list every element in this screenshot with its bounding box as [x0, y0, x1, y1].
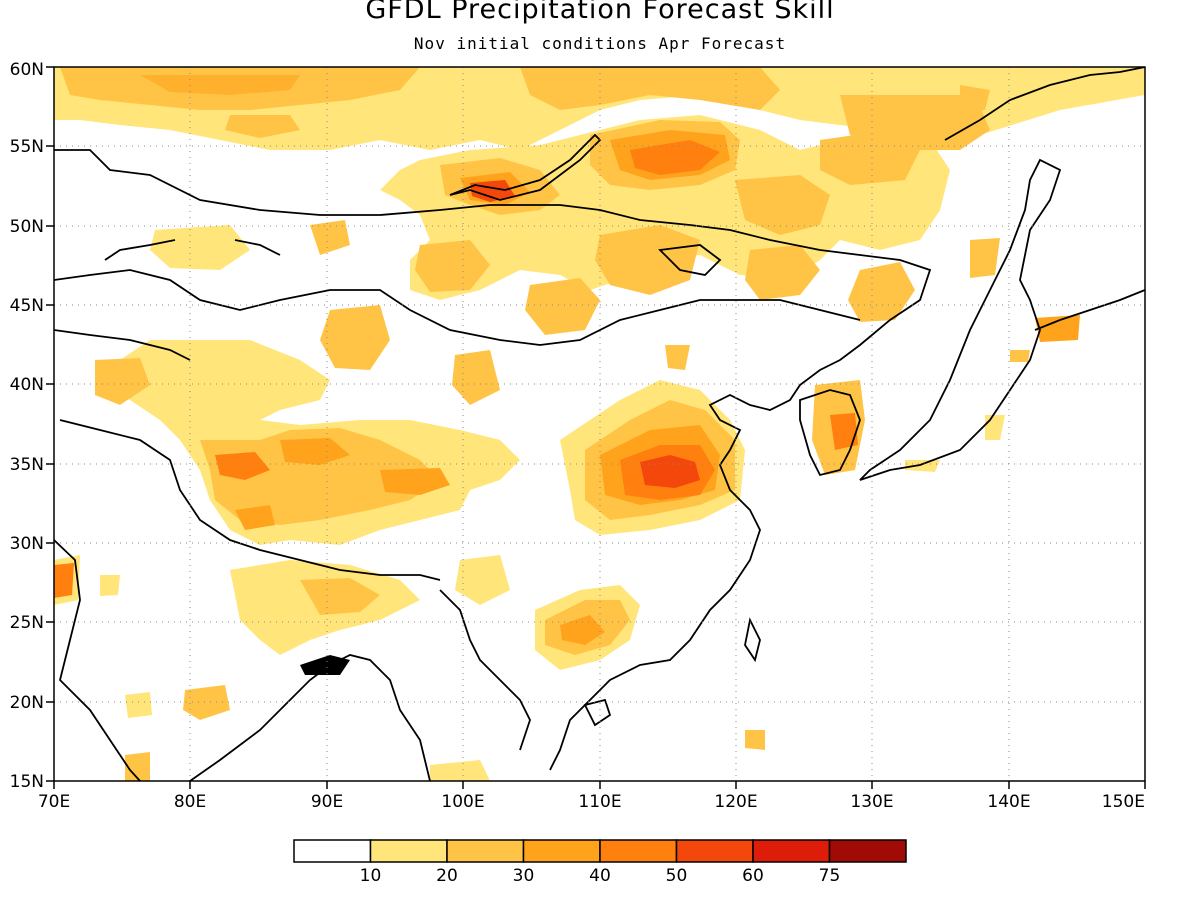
y-tick-label: 25N [10, 613, 44, 633]
y-tick-label: 55N [10, 137, 44, 157]
x-tick-label: 100E [441, 792, 484, 812]
y-tick-label: 50N [10, 217, 44, 237]
colorbar-swatch [752, 839, 831, 863]
x-tick-label: 130E [850, 792, 893, 812]
colorbar: 10 20 30 40 50 60 75 [293, 839, 907, 886]
x-tick-label: 140E [987, 792, 1030, 812]
y-tick-label: 60N [10, 60, 44, 80]
colorbar-label: 60 [742, 866, 764, 886]
x-tick-label: 70E [38, 792, 70, 812]
coastline-fills [300, 655, 350, 675]
colorbar-swatch [446, 839, 525, 863]
colorbar-label: 50 [666, 866, 688, 886]
x-tick-label: 120E [714, 792, 757, 812]
colorbar-swatch [828, 839, 907, 863]
x-tick-label: 110E [578, 792, 621, 812]
y-tick-label: 15N [10, 772, 44, 792]
x-axis [53, 781, 1146, 789]
colorbar-swatch [522, 839, 601, 863]
colorbar-swatch [369, 839, 448, 863]
colorbar-swatch [599, 839, 678, 863]
colorbar-swatch [675, 839, 754, 863]
x-tick-label: 80E [174, 792, 206, 812]
y-tick-label: 20N [10, 693, 44, 713]
coastlines [54, 67, 1145, 781]
skill-shading [54, 67, 1145, 781]
y-tick-label: 45N [10, 296, 44, 316]
chart-title: GFDL Precipitation Forecast Skill [365, 0, 835, 25]
colorbar-label: 40 [589, 866, 611, 886]
x-tick-label: 150E [1102, 792, 1145, 812]
colorbar-label: 30 [513, 866, 535, 886]
y-axis [46, 66, 54, 782]
y-tick-label: 30N [10, 534, 44, 554]
y-tick-label: 35N [10, 455, 44, 475]
colorbar-swatch [293, 839, 372, 863]
colorbar-label: 10 [360, 866, 382, 886]
colorbar-label: 20 [436, 866, 458, 886]
x-tick-label: 90E [311, 792, 343, 812]
gridlines [54, 67, 1145, 781]
chart-subtitle: Nov initial conditions Apr Forecast [413, 34, 787, 53]
colorbar-label: 75 [819, 866, 841, 886]
y-tick-label: 40N [10, 375, 44, 395]
